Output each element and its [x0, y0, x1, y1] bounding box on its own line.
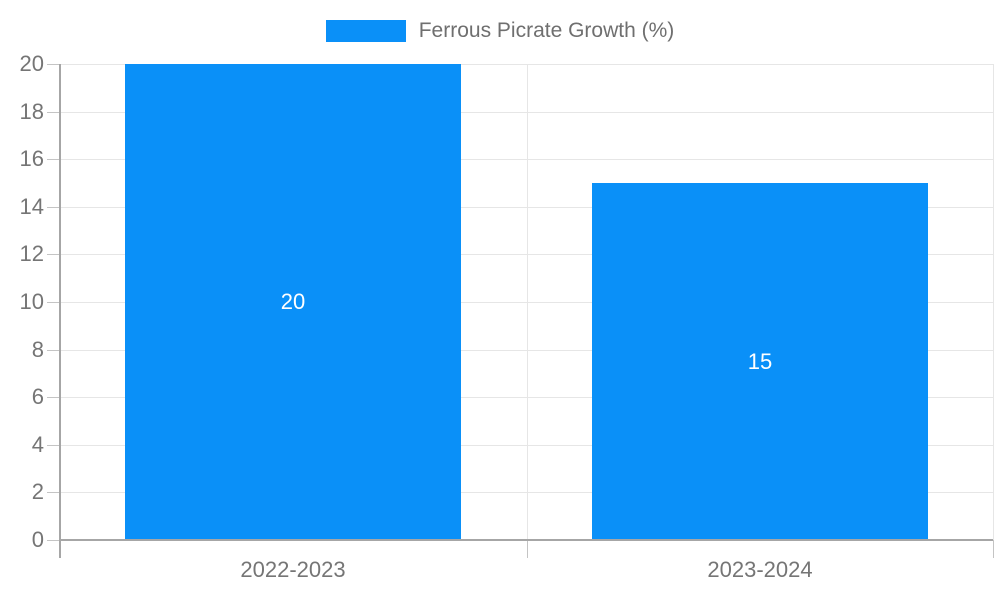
gridline-horizontal — [60, 207, 993, 208]
bar-2023-2024[interactable] — [592, 183, 928, 540]
x-axis-tick-label: 2023-2024 — [707, 557, 813, 582]
gridline-horizontal — [60, 302, 993, 303]
y-axis-tick-label: 2 — [31, 479, 44, 504]
gridline-vertical — [527, 64, 528, 540]
bar-2022-2023[interactable] — [125, 64, 461, 540]
y-axis-tick — [47, 207, 60, 208]
gridline-horizontal — [60, 445, 993, 446]
legend-swatch — [325, 20, 406, 42]
gridline-horizontal — [60, 492, 993, 493]
y-axis-tick — [47, 112, 60, 113]
gridline-horizontal — [60, 397, 993, 398]
y-axis-tick-label: 6 — [31, 384, 44, 409]
y-axis-tick — [47, 350, 60, 351]
gridline-vertical — [993, 64, 994, 540]
y-axis-tick-label: 0 — [31, 527, 44, 552]
y-axis-tick-label: 4 — [31, 432, 44, 457]
y-axis-tick-label: 14 — [19, 194, 44, 219]
y-axis-line — [59, 64, 61, 558]
y-axis-tick-label: 16 — [19, 146, 44, 171]
x-axis-line — [60, 539, 993, 541]
gridline-horizontal — [60, 350, 993, 351]
y-axis-tick-label: 20 — [19, 51, 44, 76]
y-axis-tick — [47, 302, 60, 303]
x-axis-tick — [527, 540, 528, 558]
y-axis-tick — [47, 64, 60, 65]
legend[interactable]: Ferrous Picrate Growth (%) — [0, 16, 1000, 46]
gridline-horizontal — [60, 159, 993, 160]
gridline-horizontal — [60, 254, 993, 255]
y-axis-tick-label: 10 — [19, 289, 44, 314]
y-axis-tick-label: 12 — [19, 241, 44, 266]
y-axis-tick — [47, 159, 60, 160]
x-axis-tick — [993, 540, 994, 558]
gridline-horizontal — [60, 112, 993, 113]
legend-label: Ferrous Picrate Growth (%) — [418, 19, 675, 42]
y-axis-tick-label: 18 — [19, 99, 44, 124]
y-axis-tick — [47, 492, 60, 493]
x-axis-tick-label: 2022-2023 — [240, 557, 346, 582]
y-axis-tick — [47, 397, 60, 398]
y-axis-tick-label: 8 — [31, 337, 44, 362]
gridline-horizontal — [60, 64, 993, 65]
y-axis-tick — [47, 445, 60, 446]
y-axis-tick — [47, 540, 60, 541]
y-axis-tick — [47, 254, 60, 255]
